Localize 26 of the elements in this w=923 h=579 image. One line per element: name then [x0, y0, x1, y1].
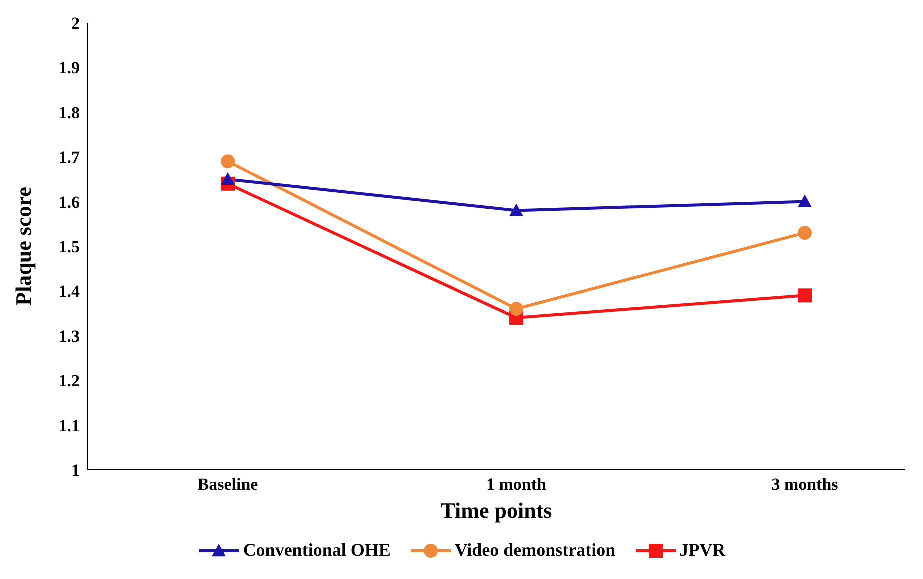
- y-tick-label: 1.4: [58, 282, 80, 302]
- x-axis-title: Time points: [440, 498, 553, 523]
- legend-label: Video demonstration: [454, 540, 616, 561]
- point: [221, 172, 235, 186]
- y-tick-label: 2: [72, 14, 80, 34]
- point: [798, 288, 812, 303]
- x-tick-label: 3 months: [772, 475, 839, 494]
- y-tick-label: 1.8: [58, 103, 80, 122]
- y-tick-label: 1.7: [58, 148, 80, 168]
- y-tick-label: 1.2: [58, 372, 80, 391]
- point: [221, 154, 235, 169]
- y-tick-label: 1.9: [58, 58, 80, 78]
- y-tick-label: 1: [72, 461, 80, 480]
- y-tick-label: 1.1: [58, 416, 80, 436]
- point: [798, 226, 812, 240]
- y-tick-label: 1.3: [58, 326, 80, 346]
- point: [510, 302, 524, 316]
- legend-label: Conventional OHE: [243, 540, 391, 561]
- y-tick-label: 1.5: [58, 238, 80, 257]
- y-tick-label: 1.6: [58, 192, 80, 212]
- legend-label: JPVR: [680, 540, 726, 561]
- point: [510, 204, 524, 216]
- x-tick-label: Baseline: [198, 475, 259, 494]
- x-tick-label: 1 month: [486, 475, 548, 494]
- y-axis-title: Plaque score: [10, 186, 36, 306]
- point: [798, 194, 812, 208]
